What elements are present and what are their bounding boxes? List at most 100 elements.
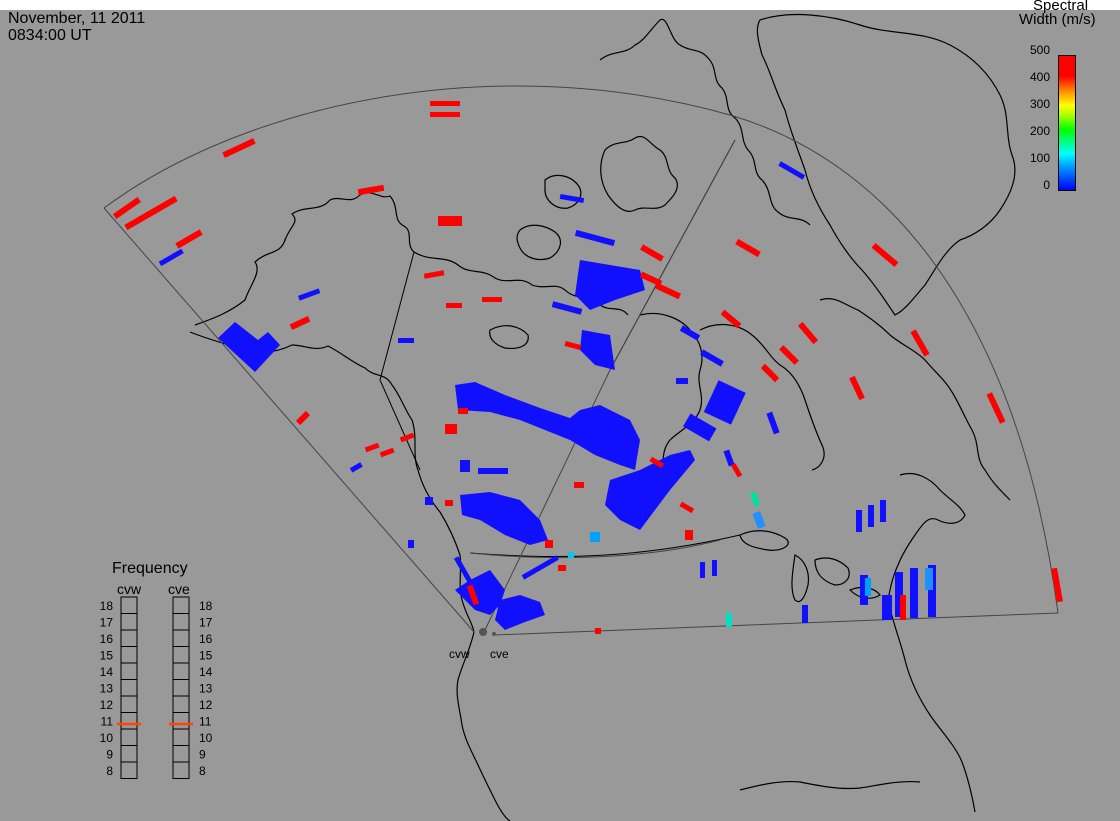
scatter-bar-red <box>222 138 256 158</box>
scatter-patch-hudson <box>605 450 695 530</box>
scatter-bar-red <box>871 243 899 267</box>
scatter-bar-red <box>124 195 178 231</box>
scatter-bar-red <box>399 432 415 443</box>
scatter-bar-red <box>545 540 553 548</box>
coastline-alaska-south <box>189 331 475 633</box>
scatter-bar <box>349 462 363 473</box>
scatter-bar <box>700 562 705 578</box>
scatter-bar-red <box>364 442 380 453</box>
scatter-bar-cyan <box>925 568 933 590</box>
plot-time: 0834:00 UT <box>8 27 92 44</box>
colorbar-tick: 300 <box>1029 97 1050 111</box>
frequency-radar-label-cvw: cvw <box>117 581 142 597</box>
colorbar-tick: 400 <box>1029 70 1050 84</box>
site-marker-cvw <box>479 628 487 636</box>
scatter-bar <box>895 572 903 617</box>
scatter-bar <box>880 500 886 522</box>
scatter-bar <box>460 460 470 472</box>
scatter-bar-red <box>730 462 743 478</box>
scatter-bar-red <box>295 410 311 426</box>
scatter-bar-teal <box>726 613 732 627</box>
scatter-bar <box>856 510 862 532</box>
scatter-bar-red <box>735 238 761 258</box>
frequency-title: Frequency <box>112 560 188 577</box>
scatter-bar-red <box>423 270 445 279</box>
scatter-bar-red <box>482 297 502 302</box>
scatter-bar-red <box>446 303 462 308</box>
scatter-bar <box>868 505 874 527</box>
backscatter-low-width <box>158 161 936 630</box>
site-marker-cve <box>492 632 496 636</box>
scatter-bar-cyan <box>568 552 574 558</box>
scatter-bar-red <box>649 456 665 469</box>
coastline-us-east <box>887 599 976 813</box>
scatter-bar <box>928 565 936 617</box>
scatter-bar-red <box>986 392 1006 424</box>
scatter-bar-red <box>175 229 203 249</box>
colorbar-gradient <box>1058 55 1076 191</box>
scatter-patch-mid <box>460 492 548 545</box>
scatter-bar <box>860 575 868 605</box>
scatter-bar-red <box>445 500 453 506</box>
scatter-bar-teal <box>749 491 761 507</box>
scatter-bar <box>297 288 321 301</box>
coastline-baffin <box>599 18 811 226</box>
scatter-bar-red <box>900 595 906 620</box>
scatter-bar-cyan <box>865 578 871 596</box>
scatter-bar-red <box>654 282 682 300</box>
scatter-bar-red <box>458 408 468 414</box>
scatter-bar-red <box>639 271 663 287</box>
scatter-bar <box>712 560 717 576</box>
scatter-bar <box>408 540 414 548</box>
colorbar-title-line1: Spectral <box>1033 0 1089 14</box>
scatter-bar <box>766 411 780 435</box>
scatter-patch-arctic2 <box>580 330 615 370</box>
scatter-bar-red <box>357 184 385 196</box>
scatter-bar-red <box>379 447 395 458</box>
colorbar-tick: 0 <box>1043 178 1050 192</box>
coastline-labrador <box>819 298 1011 501</box>
frequency-radar-label-cve: cve <box>168 581 190 597</box>
scatter-bar <box>521 555 559 580</box>
scatter-bar-red <box>564 340 582 350</box>
scatter-bar-red <box>760 363 780 383</box>
scatter-bar-red <box>797 321 819 345</box>
coastlines <box>189 13 1016 821</box>
scatter-bar-red <box>430 101 460 106</box>
scatter-bar-cyan <box>752 511 766 529</box>
scatter-bar <box>676 378 688 384</box>
colorbar-title-line2: Width (m/s) <box>1019 11 1096 28</box>
scatter-bar-red <box>445 424 457 434</box>
scatter-bar <box>700 349 724 367</box>
fov-inner-arc <box>469 539 721 559</box>
scatter-patch-nearsite <box>455 570 505 615</box>
scatter-bar-red <box>112 196 142 220</box>
backscatter-high-width <box>112 101 1063 634</box>
scatter-bar <box>478 468 508 474</box>
colorbar-tick: 500 <box>1029 43 1050 57</box>
scatter-bar-red <box>849 375 865 401</box>
coastline-alaska <box>194 192 415 326</box>
scatter-bar <box>882 595 892 620</box>
top-strip <box>0 0 1120 10</box>
scatter-bar-red <box>574 482 584 488</box>
coastline-us-west <box>456 631 511 821</box>
field-of-view <box>103 85 1059 636</box>
scatter-bar-red <box>558 565 566 571</box>
border-canada-us <box>469 534 741 558</box>
coastline-ellesmere <box>600 135 678 212</box>
colorbar-tick: 100 <box>1029 151 1050 165</box>
scatter-bar <box>802 605 808 623</box>
scatter-bar-red <box>595 628 601 634</box>
scatter-bar-red <box>910 329 930 357</box>
fov-east-edge <box>493 612 1059 636</box>
scatter-bar <box>703 380 746 425</box>
plot-date: November, 11 2011 <box>8 10 146 27</box>
scatter-patch-arctic <box>575 260 645 310</box>
scatter-bar <box>910 568 918 618</box>
scatter-bar <box>679 325 701 341</box>
coastline-greenland <box>756 13 1016 316</box>
scatter-bar-red <box>466 584 480 606</box>
scatter-bar <box>158 248 184 267</box>
scatter-bar-red <box>679 501 695 514</box>
